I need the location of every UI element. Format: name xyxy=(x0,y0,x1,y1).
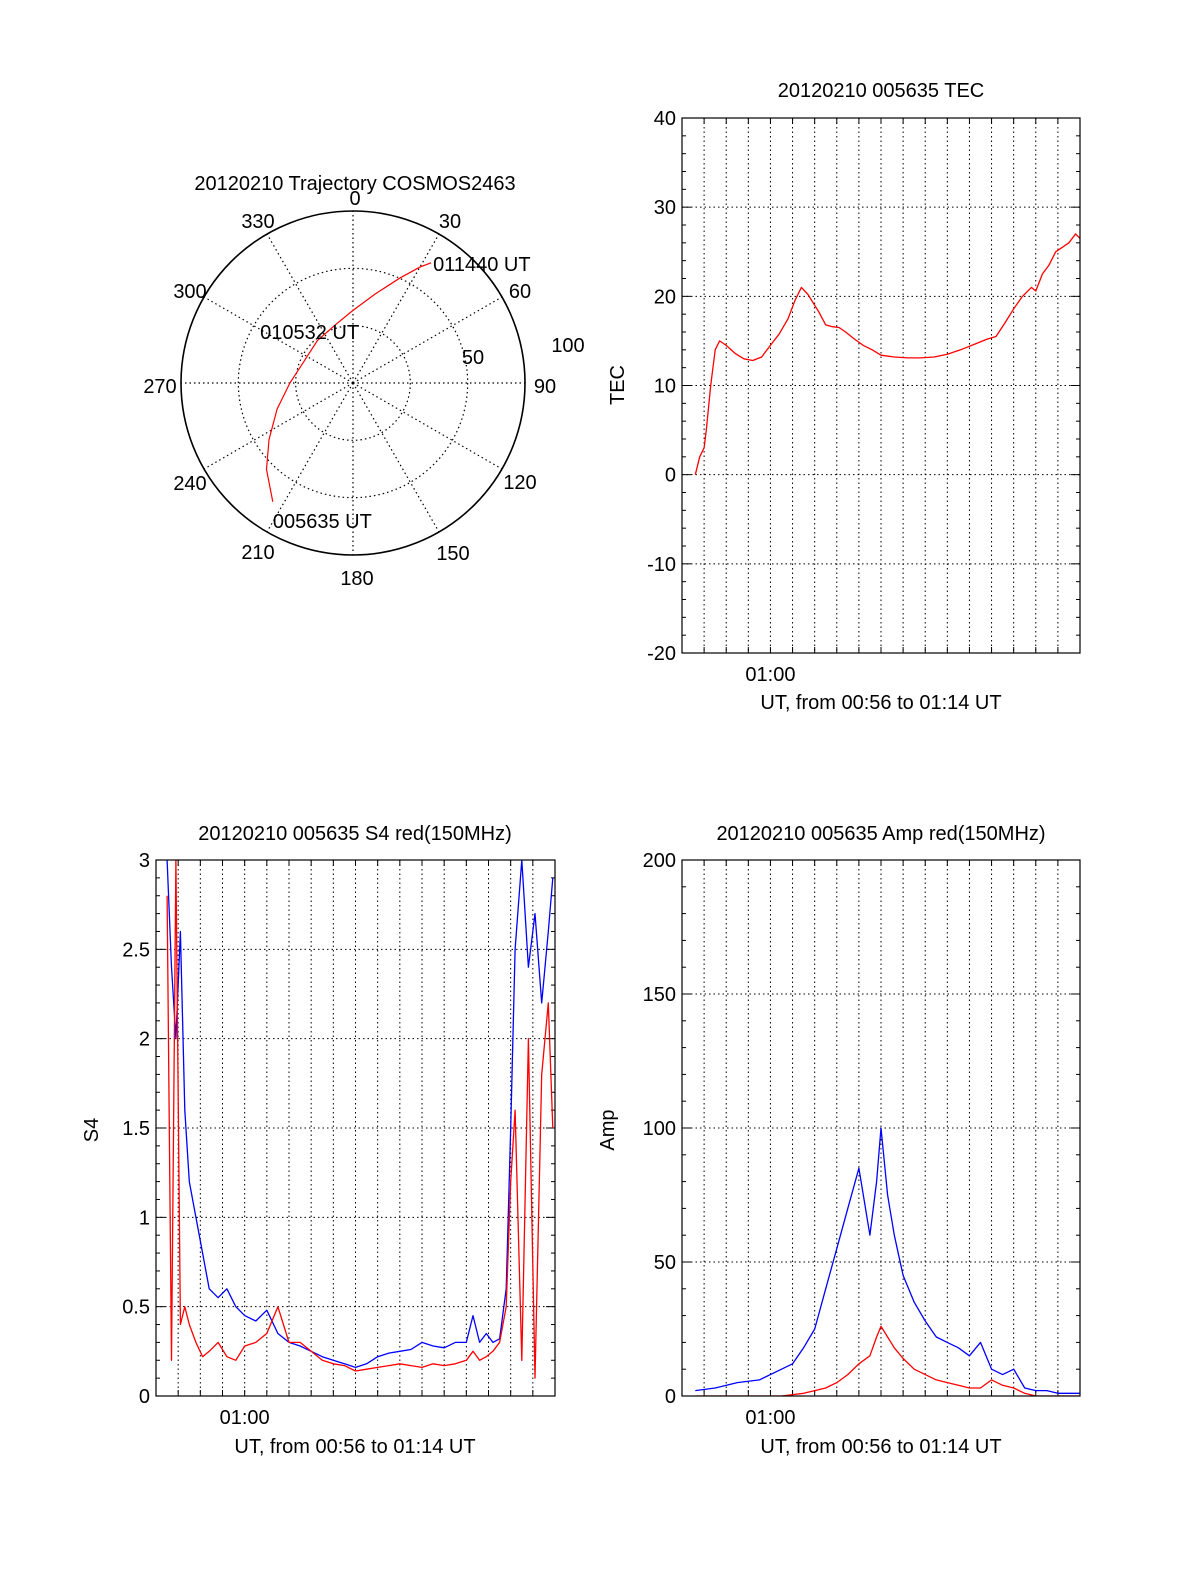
y-tick-label: -20 xyxy=(647,643,676,665)
polar-azimuth-label: 240 xyxy=(173,473,206,495)
polar-chart-title: 20120210 Trajectory COSMOS2463 xyxy=(194,173,515,195)
y-tick-label: 3 xyxy=(139,850,150,872)
polar-azimuth-label: 0 xyxy=(349,188,360,210)
y-tick-label: 2.5 xyxy=(122,939,150,961)
y-tick-label: 20 xyxy=(654,286,676,308)
y-tick-label: 150 xyxy=(643,984,676,1006)
series-line-blue xyxy=(695,1127,1080,1394)
tec-y-axis-label: TEC xyxy=(607,365,629,405)
polar-trajectory-line xyxy=(265,262,432,502)
y-tick-label: 10 xyxy=(654,376,676,398)
polar-azimuth-label: 60 xyxy=(509,281,531,303)
polar-ring-label: 50 xyxy=(462,347,484,369)
y-tick-label: 0 xyxy=(139,1386,150,1408)
y-tick-label: 1.5 xyxy=(122,1118,150,1140)
polar-grid-spoke xyxy=(352,233,440,384)
y-tick-label: 30 xyxy=(654,197,676,219)
polar-grid-spoke xyxy=(266,233,354,384)
polar-azimuth-label: 300 xyxy=(173,281,206,303)
y-tick-label: -10 xyxy=(647,554,676,576)
tec-chart-title: 20120210 005635 TEC xyxy=(778,80,984,102)
s4-chart: 20120210 005635 S4 red(150MHz) 0 0.5 1 1.5 2… xyxy=(81,823,556,1458)
x-tick-label: 01:00 xyxy=(745,1407,795,1429)
y-tick-label: 0 xyxy=(665,465,676,487)
y-tick-label: 1 xyxy=(139,1207,150,1229)
tec-chart: 20120210 005635 TEC -20 -10 0 10 20 30 40 01:00… xyxy=(607,80,1081,714)
polar-azimuth-label: 270 xyxy=(143,376,176,398)
x-tick-label: 01:00 xyxy=(745,664,795,686)
x-tick-label: 01:00 xyxy=(220,1407,270,1429)
polar-azimuth-label: 90 xyxy=(534,376,556,398)
polar-ring-label: 100 xyxy=(551,335,584,357)
y-tick-label: 0.5 xyxy=(122,1297,150,1319)
polar-grid-spoke xyxy=(203,296,354,384)
polar-grid-ring xyxy=(295,325,411,441)
s4-x-axis-label: UT, from 00:56 to 01:14 UT xyxy=(234,1436,475,1458)
polar-azimuth-label: 150 xyxy=(436,543,469,565)
polar-time-annotation: 010532 UT xyxy=(260,322,359,344)
y-tick-label: 0 xyxy=(665,1386,676,1408)
tec-x-axis-label: UT, from 00:56 to 01:14 UT xyxy=(760,692,1001,714)
y-tick-label: 2 xyxy=(139,1029,150,1051)
series-line-red xyxy=(694,233,1080,475)
polar-time-annotation: 005635 UT xyxy=(273,511,372,533)
y-tick-label: 40 xyxy=(654,108,676,130)
polar-azimuth-label: 30 xyxy=(439,211,461,233)
polar-grid-spoke xyxy=(203,382,354,470)
y-tick-label: 50 xyxy=(654,1252,676,1274)
plot-frame xyxy=(155,859,556,1397)
amp-x-axis-label: UT, from 00:56 to 01:14 UT xyxy=(760,1436,1001,1458)
y-tick-label: 200 xyxy=(643,850,676,872)
s4-y-axis-label: S4 xyxy=(81,1118,103,1142)
plot-frame xyxy=(681,117,1081,654)
series-line-red xyxy=(695,1325,1080,1396)
polar-azimuth-label: 180 xyxy=(340,568,373,590)
polar-grid-spoke xyxy=(266,382,354,533)
s4-chart-title: 20120210 005635 S4 red(150MHz) xyxy=(198,823,512,845)
polar-grid-spoke xyxy=(352,382,503,470)
plot-frame xyxy=(681,859,1081,1397)
polar-azimuth-label: 210 xyxy=(241,542,274,564)
amp-chart: 20120210 005635 Amp red(150MHz) 0 50 100 15… xyxy=(597,823,1081,1458)
series-line-blue xyxy=(166,860,554,1369)
y-tick-label: 100 xyxy=(643,1118,676,1140)
amp-chart-title: 20120210 005635 Amp red(150MHz) xyxy=(716,823,1045,845)
polar-grid-spoke xyxy=(352,296,503,384)
amp-y-axis-label: Amp xyxy=(597,1109,619,1150)
series-line-red xyxy=(166,860,554,1379)
polar-azimuth-label: 330 xyxy=(241,211,274,233)
polar-azimuth-label: 120 xyxy=(503,472,536,494)
polar-trajectory-chart: 20120210 Trajectory COSMOS2463 0 30 60 90 12… xyxy=(143,173,584,590)
polar-time-annotation: 011440 UT xyxy=(433,254,530,276)
polar-grid-spoke xyxy=(352,382,440,533)
